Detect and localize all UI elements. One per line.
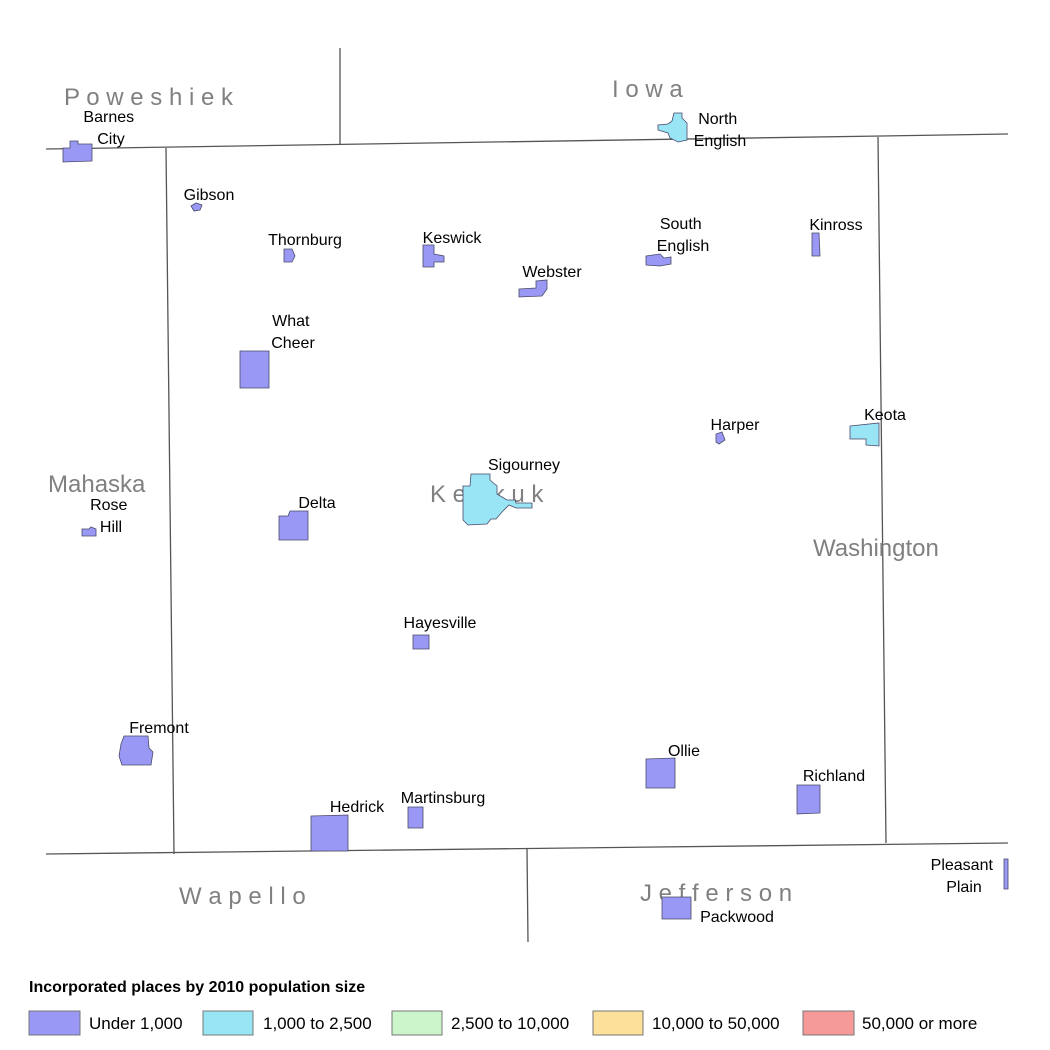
label-rose-hill: Rose Hill (90, 497, 132, 536)
place-thornburg[interactable] (283, 248, 296, 263)
place-gibson[interactable] (190, 202, 203, 212)
label-sigourney: Sigourney (488, 457, 560, 474)
boundary-line (877, 136, 887, 844)
legend-swatch-50000-plus (802, 1010, 855, 1036)
place-harper[interactable] (715, 431, 726, 445)
label-south-english: South English (657, 216, 709, 255)
place-labels: Barnes City North English Gibson Thornbu… (83, 109, 998, 926)
county-boundaries (45, 48, 1009, 943)
legend-swatch-under-1000 (28, 1010, 81, 1036)
label-keota: Keota (864, 407, 906, 424)
label-what-cheer: What Cheer (271, 313, 315, 352)
legend-label-under-1000: Under 1,000 (89, 1014, 183, 1033)
place-fremont[interactable] (118, 735, 154, 766)
place-packwood[interactable] (661, 896, 692, 920)
place-barnes-city[interactable] (62, 140, 93, 163)
place-rose-hill[interactable] (81, 526, 97, 537)
legend-label-50000-plus: 50,000 or more (862, 1014, 977, 1033)
county-label-poweshiek: P o w e s h i e k (64, 84, 234, 111)
label-ollie: Ollie (668, 743, 700, 760)
place-ollie[interactable] (645, 757, 676, 789)
place-keswick[interactable] (422, 244, 445, 268)
legend-swatch-1000-2500 (202, 1010, 254, 1036)
label-webster: Webster (522, 264, 582, 281)
county-label-iowa: I o w a (612, 76, 683, 103)
label-gibson: Gibson (184, 187, 235, 204)
boundary-line (45, 842, 1009, 855)
legend: Incorporated places by 2010 population s… (28, 979, 977, 1036)
label-fremont: Fremont (129, 720, 189, 737)
place-richland[interactable] (796, 784, 821, 815)
place-hedrick[interactable] (310, 814, 349, 852)
label-hayesville: Hayesville (404, 615, 477, 632)
boundary-line (165, 147, 175, 855)
place-kinross[interactable] (811, 232, 821, 257)
label-barnes-city: Barnes City (83, 109, 138, 148)
label-kinross: Kinross (809, 217, 862, 234)
label-richland: Richland (803, 768, 865, 785)
place-north-english[interactable] (657, 112, 688, 143)
place-delta[interactable] (278, 510, 309, 541)
label-keswick: Keswick (423, 230, 483, 247)
label-north-english: North English (694, 111, 746, 150)
legend-label-10000-50000: 10,000 to 50,000 (652, 1014, 780, 1033)
label-hedrick: Hedrick (330, 799, 385, 816)
place-shapes (62, 112, 1009, 920)
legend-title: Incorporated places by 2010 population s… (29, 979, 365, 996)
legend-label-1000-2500: 1,000 to 2,500 (263, 1014, 372, 1033)
county-label-mahaska: Mahaska (48, 471, 146, 498)
place-webster[interactable] (518, 279, 548, 298)
place-what-cheer[interactable] (239, 350, 270, 389)
county-label-wapello: W a p e l l o (179, 883, 306, 910)
place-martinsburg[interactable] (407, 806, 424, 829)
legend-label-2500-10000: 2,500 to 10,000 (451, 1014, 569, 1033)
place-sigourney[interactable] (462, 473, 533, 526)
place-keota[interactable] (849, 422, 880, 447)
label-harper: Harper (711, 417, 761, 434)
place-pleasant-plain[interactable] (1003, 858, 1009, 890)
boundary-line (45, 133, 1009, 150)
place-hayesville[interactable] (412, 634, 430, 650)
label-delta: Delta (298, 495, 335, 512)
place-south-english[interactable] (645, 253, 672, 267)
label-packwood: Packwood (700, 909, 774, 926)
label-thornburg: Thornburg (268, 232, 342, 249)
legend-swatch-10000-50000 (592, 1010, 644, 1036)
boundary-line (526, 848, 529, 943)
legend-swatch-2500-10000 (391, 1010, 443, 1036)
label-pleasant-plain: Pleasant Plain (931, 857, 998, 896)
county-label-washington: Washington (813, 535, 939, 562)
label-martinsburg: Martinsburg (401, 790, 485, 807)
